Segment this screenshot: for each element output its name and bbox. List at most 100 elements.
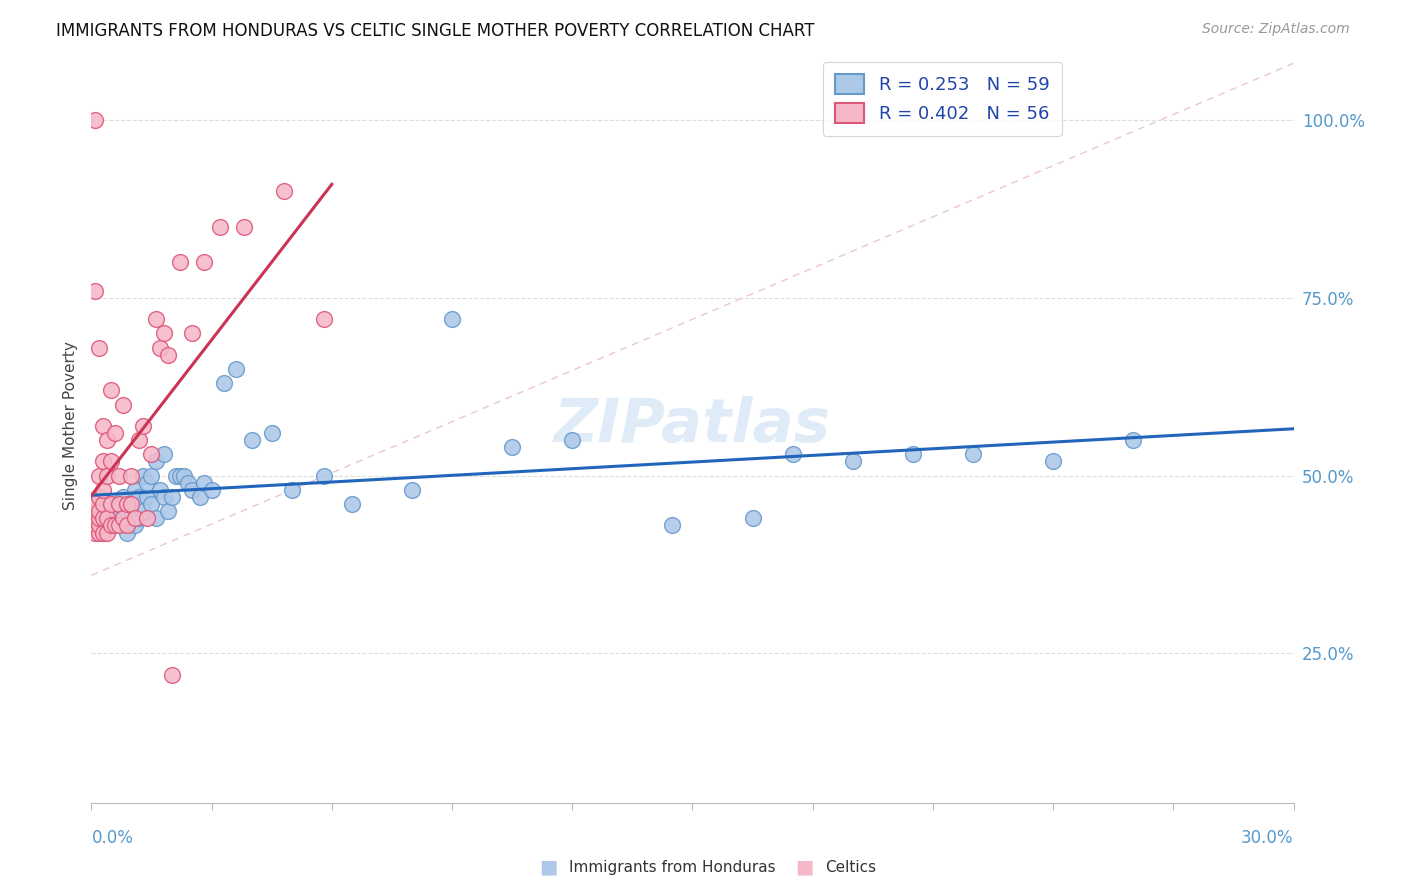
Point	[148, 341, 170, 355]
Point	[89, 490, 111, 504]
Point	[84, 504, 107, 518]
Point	[108, 497, 131, 511]
Point	[156, 504, 179, 518]
Text: IMMIGRANTS FROM HONDURAS VS CELTIC SINGLE MOTHER POVERTY CORRELATION CHART: IMMIGRANTS FROM HONDURAS VS CELTIC SINGL…	[56, 22, 814, 40]
Point	[108, 497, 131, 511]
Point	[124, 518, 146, 533]
Point	[136, 511, 159, 525]
Point	[273, 184, 295, 198]
Point	[160, 490, 183, 504]
Point	[561, 433, 583, 447]
Point	[128, 490, 150, 504]
Point	[89, 504, 111, 518]
Text: 30.0%: 30.0%	[1241, 830, 1294, 847]
Point	[96, 518, 118, 533]
Point	[112, 518, 135, 533]
Point	[108, 468, 131, 483]
Point	[156, 348, 179, 362]
Point	[89, 518, 111, 533]
Point	[312, 468, 335, 483]
Point	[89, 525, 111, 540]
Text: 0.0%: 0.0%	[91, 830, 134, 847]
Point	[121, 511, 143, 525]
Point	[180, 326, 202, 341]
Point	[152, 326, 174, 341]
Point	[741, 511, 763, 525]
Text: Source: ZipAtlas.com: Source: ZipAtlas.com	[1202, 22, 1350, 37]
Point	[141, 447, 163, 461]
Point	[212, 376, 235, 391]
Point	[188, 490, 211, 504]
Point	[160, 668, 183, 682]
Point	[148, 483, 170, 497]
Point	[169, 255, 191, 269]
Text: Immigrants from Honduras: Immigrants from Honduras	[569, 860, 776, 874]
Point	[124, 483, 146, 497]
Point	[117, 504, 139, 518]
Point	[661, 518, 683, 533]
Point	[93, 483, 115, 497]
Point	[112, 490, 135, 504]
Text: ■: ■	[538, 857, 558, 877]
Point	[401, 483, 423, 497]
Text: ■: ■	[794, 857, 814, 877]
Point	[281, 483, 304, 497]
Point	[121, 497, 143, 511]
Text: ZIPatlas: ZIPatlas	[554, 396, 831, 456]
Point	[136, 490, 159, 504]
Point	[84, 511, 107, 525]
Point	[84, 497, 107, 511]
Point	[141, 497, 163, 511]
Point	[340, 497, 363, 511]
Point	[165, 468, 187, 483]
Point	[121, 468, 143, 483]
Y-axis label: Single Mother Poverty: Single Mother Poverty	[62, 342, 77, 510]
Point	[145, 312, 167, 326]
Point	[89, 518, 111, 533]
Point	[152, 447, 174, 461]
Point	[124, 511, 146, 525]
Point	[96, 511, 118, 525]
Point	[93, 511, 115, 525]
Point	[117, 525, 139, 540]
Point	[84, 284, 107, 298]
Point	[108, 518, 131, 533]
Point	[132, 419, 155, 434]
Point	[176, 475, 198, 490]
Point	[180, 483, 202, 497]
Point	[93, 454, 115, 468]
Point	[193, 255, 215, 269]
Point	[93, 497, 115, 511]
Point	[193, 475, 215, 490]
Point	[128, 433, 150, 447]
Point	[782, 447, 804, 461]
Point	[117, 518, 139, 533]
Point	[93, 419, 115, 434]
Point	[100, 384, 122, 398]
Point	[121, 497, 143, 511]
Point	[89, 341, 111, 355]
Point	[440, 312, 463, 326]
Point	[201, 483, 224, 497]
Point	[93, 525, 115, 540]
Point	[100, 497, 122, 511]
Point	[841, 454, 863, 468]
Point	[132, 468, 155, 483]
Point	[240, 433, 263, 447]
Point	[232, 219, 254, 234]
Point	[141, 468, 163, 483]
Point	[84, 113, 107, 128]
Point	[145, 454, 167, 468]
Point	[128, 511, 150, 525]
Legend: R = 0.253   N = 59, R = 0.402   N = 56: R = 0.253 N = 59, R = 0.402 N = 56	[823, 62, 1062, 136]
Point	[136, 475, 159, 490]
Point	[100, 497, 122, 511]
Point	[100, 511, 122, 525]
Point	[901, 447, 924, 461]
Point	[169, 468, 191, 483]
Point	[132, 504, 155, 518]
Point	[108, 518, 131, 533]
Point	[312, 312, 335, 326]
Point	[96, 468, 118, 483]
Point	[152, 490, 174, 504]
